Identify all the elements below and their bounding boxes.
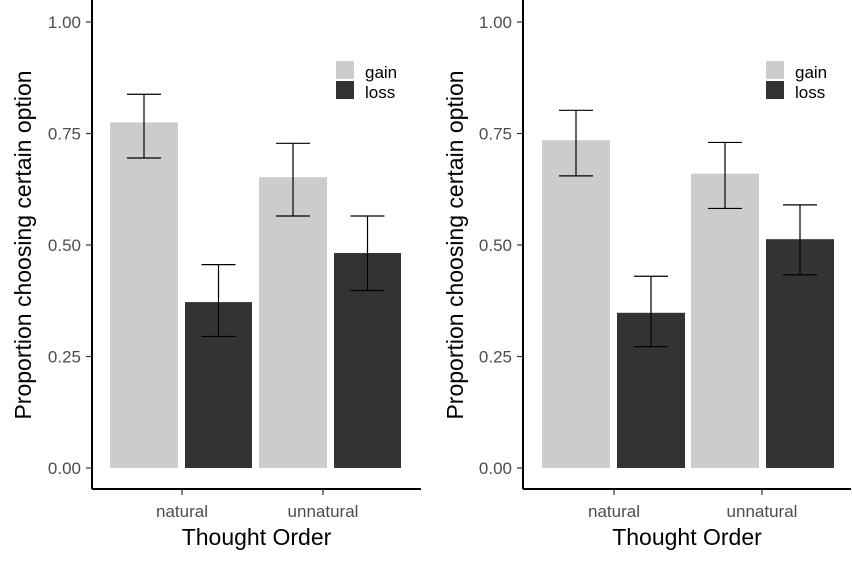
y-tick-label: 1.00 (48, 13, 81, 32)
bar-gain-unnatural (259, 177, 327, 468)
x-tick-label: unnatural (288, 502, 359, 521)
error-bar-loss-natural (201, 264, 236, 338)
y-tick-label: 0.50 (479, 236, 512, 255)
y-tick-label: 1.00 (479, 13, 512, 32)
legend-label-gain: gain (365, 63, 397, 82)
chart-panel-1: 0.00 0.25 0.50 0.75 1.00 natural unnatural Thou… (10, 0, 421, 550)
error-bar-loss-unnatural (350, 215, 385, 292)
x-tick-label: unnatural (727, 502, 798, 521)
x-tick-label: natural (588, 502, 640, 521)
legend-label-loss: loss (795, 83, 825, 102)
error-bar-loss-natural (634, 275, 668, 348)
error-bar-gain-unnatural (276, 142, 310, 217)
y-tick-label: 0.75 (479, 125, 512, 144)
y-tick-label: 0.75 (48, 125, 81, 144)
y-tick-label: 0.25 (479, 348, 512, 367)
chart-panel-2: 0.00 0.25 0.50 0.75 1.00 natural unnatural Thou… (442, 0, 851, 550)
bar-gain-natural (110, 122, 178, 468)
y-tick-label: 0.50 (48, 236, 81, 255)
error-bar-gain-natural (559, 109, 593, 177)
legend-key-gain (336, 61, 354, 79)
error-bar-gain-natural (127, 93, 161, 159)
x-axis-title: Thought Order (612, 524, 762, 550)
y-tick-label: 0.25 (48, 348, 81, 367)
bar-gain-unnatural (691, 173, 759, 468)
y-axis-title: Proportion choosing certain option (442, 70, 468, 419)
legend-key-loss (766, 81, 784, 99)
error-bar-gain-unnatural (708, 141, 742, 210)
legend-key-loss (336, 81, 354, 99)
legend-label-loss: loss (365, 83, 395, 102)
bar-gain-natural (542, 140, 610, 468)
legend-key-gain (766, 61, 784, 79)
x-tick-label: natural (156, 502, 208, 521)
bar-loss-unnatural (766, 239, 834, 468)
x-axis-title: Thought Order (182, 524, 332, 550)
error-bar-loss-unnatural (783, 204, 817, 276)
y-axis-title: Proportion choosing certain option (10, 70, 36, 419)
y-tick-label: 0.00 (479, 459, 512, 478)
legend-label-gain: gain (795, 63, 827, 82)
y-tick-label: 0.00 (48, 459, 81, 478)
